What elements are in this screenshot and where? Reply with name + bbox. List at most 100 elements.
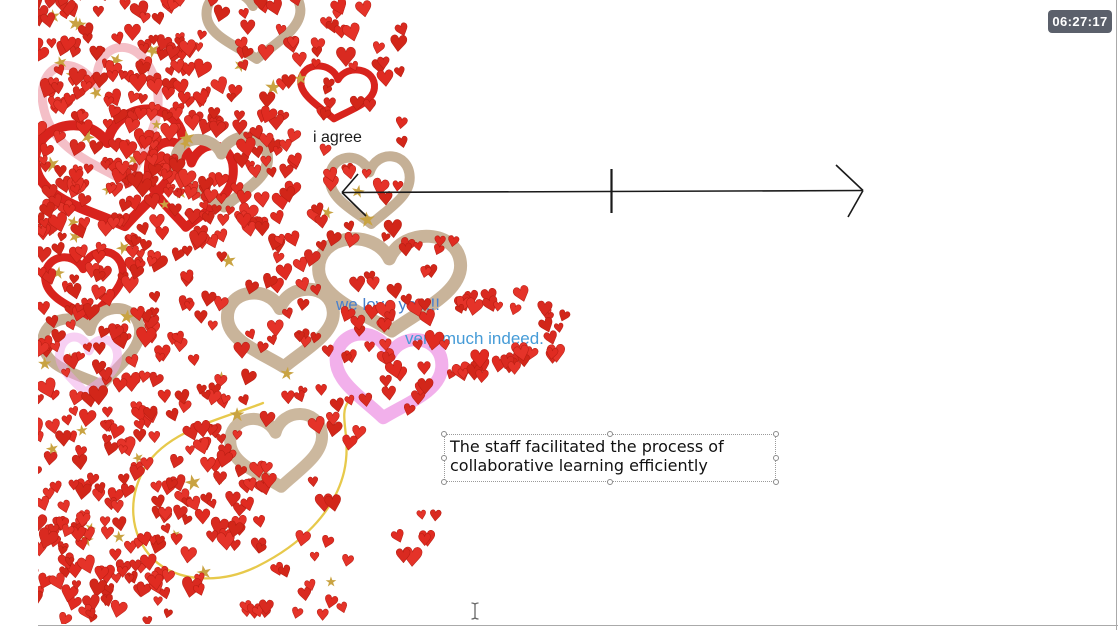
- arrow-left-barb-top: [341, 173, 359, 194]
- heart-stamp: ♥: [262, 0, 288, 24]
- resize-handle-s[interactable]: [607, 479, 613, 485]
- heart-stamp: ♥: [124, 230, 139, 247]
- heart-stamp: ♥: [541, 327, 563, 352]
- heart-stamp: ♥: [53, 538, 71, 558]
- resize-handle-sw[interactable]: [441, 479, 447, 485]
- text-annotation-box[interactable]: The staff facilitated the process of col…: [444, 434, 776, 482]
- heart-stamp: ♥: [99, 158, 112, 174]
- heart-stamp: ♥: [162, 0, 183, 18]
- heart-stamp: ♥: [381, 214, 405, 244]
- heart-stamp: ♥: [175, 397, 193, 419]
- heart-stamp: ♥: [205, 527, 220, 547]
- heart-stamp: ♥: [461, 292, 487, 323]
- heart-stamp: ♥: [45, 94, 62, 115]
- heart-stamp: ♥: [119, 172, 134, 190]
- star-stamp: ★: [167, 526, 183, 544]
- heart-stamp: ♥: [127, 68, 150, 98]
- heart-stamp: ♥: [433, 233, 447, 251]
- heart-stamp: ♥: [198, 189, 214, 210]
- star-stamp: ★: [37, 354, 53, 375]
- heart-stamp: ♥: [374, 66, 396, 94]
- heart-stamp: ♥: [131, 174, 154, 203]
- heart-stamp: ♥: [138, 411, 157, 434]
- star-stamp: ★: [76, 528, 96, 552]
- heart-stamp: ♥: [235, 57, 253, 77]
- heart-stamp: ♥: [180, 494, 195, 512]
- heart-stamp: ♥: [91, 562, 111, 587]
- heart-stamp: ♥: [233, 186, 254, 211]
- heart-stamp: ♥: [316, 140, 334, 162]
- axis-arrow[interactable]: [341, 164, 864, 218]
- heart-stamp: ♥: [67, 273, 80, 289]
- heart-stamp: ♥: [318, 13, 334, 33]
- heart-stamp: ♥: [141, 405, 162, 429]
- resize-handle-se[interactable]: [773, 479, 779, 485]
- heart-stamp: ♥: [73, 508, 93, 533]
- heart-stamp: ♥: [199, 84, 215, 102]
- heart-stamp: ♥: [390, 179, 404, 196]
- star-stamp: ★: [278, 363, 296, 385]
- heart-stamp: ♥: [291, 526, 314, 553]
- heart-stamp: ♥: [125, 460, 148, 487]
- star-stamp: ★: [124, 148, 142, 170]
- heart-stamp: ♥: [321, 490, 346, 519]
- heart-stamp: ♥: [60, 347, 85, 377]
- heart-stamp: ♥: [293, 329, 307, 346]
- heart-stamp: ♥: [218, 444, 239, 469]
- heart-stamp: ♥: [167, 201, 183, 221]
- resize-handle-e[interactable]: [773, 455, 779, 461]
- annotation-text-i-agree[interactable]: i agree: [313, 129, 362, 146]
- heart-stamp: ♥: [285, 152, 306, 176]
- heart-stamp: ♥: [98, 417, 114, 437]
- heart-stamp: ♥: [257, 0, 272, 6]
- heart-stamp: ♥: [60, 412, 75, 430]
- heart-stamp: ♥: [183, 105, 206, 133]
- heart-stamp: ♥: [136, 235, 154, 257]
- heart-stamp: ♥: [139, 455, 155, 476]
- heart-stamp: ♥: [468, 345, 492, 375]
- heart-stamp: ♥: [46, 76, 60, 93]
- heart-stamp: ♥: [234, 43, 250, 63]
- resize-handle-nw[interactable]: [441, 431, 447, 437]
- star-stamp: ★: [117, 305, 137, 329]
- star-stamp: ★: [40, 150, 63, 178]
- resize-handle-n[interactable]: [607, 431, 613, 437]
- heart-stamp: ♥: [208, 113, 226, 136]
- heart-stamp: ♥: [225, 91, 237, 106]
- heart-stamp: ♥: [143, 247, 163, 271]
- star-stamp: ★: [219, 248, 239, 273]
- heart-stamp: ♥: [378, 372, 394, 392]
- heart-stamp: ♥: [215, 432, 228, 448]
- heart-stamp: ♥: [339, 159, 358, 181]
- heart-stamp: ♥: [258, 605, 272, 622]
- annotation-text-very-much-indeed[interactable]: very much indeed.: [405, 329, 544, 348]
- heart-stamp: ♥: [46, 387, 61, 405]
- heart-stamp: ♥: [209, 168, 232, 195]
- heart-stamp: ♥: [101, 94, 115, 111]
- resize-handle-ne[interactable]: [773, 431, 779, 437]
- heart-stamp: ♥: [129, 69, 148, 91]
- heart-stamp: ♥: [34, 265, 48, 282]
- heart-stamp: ♥: [139, 555, 152, 570]
- heart-stamp: ♥: [156, 160, 171, 177]
- heart-stamp: ♥: [119, 138, 132, 154]
- heart-stamp: ♥: [143, 105, 160, 125]
- annotation-texts-layer: i agree we love you!!! very much indeed.: [313, 129, 544, 348]
- heart-stamp: ♥: [170, 74, 193, 102]
- heart-stamp: ♥: [123, 230, 142, 253]
- resize-handle-w[interactable]: [441, 455, 447, 461]
- heart-stamp: ♥: [272, 231, 290, 251]
- heart-stamp: ♥: [68, 83, 88, 106]
- heart-stamp: ♥: [552, 320, 565, 336]
- heart-stamp: ♥: [199, 208, 219, 231]
- heart-stamp: ♥: [231, 427, 244, 443]
- heart-stamp: ♥: [109, 28, 129, 50]
- heart-stamp: ♥: [342, 393, 358, 411]
- heart-stamp: ♥: [222, 516, 246, 545]
- heart-stamp: ♥: [124, 260, 147, 287]
- annotation-text-we-love-you[interactable]: we love you!!!: [335, 295, 440, 314]
- heart-stamp: ♥: [75, 600, 98, 626]
- heart-stamp: ♥: [215, 250, 228, 266]
- heart-stamp: ♥: [192, 570, 208, 589]
